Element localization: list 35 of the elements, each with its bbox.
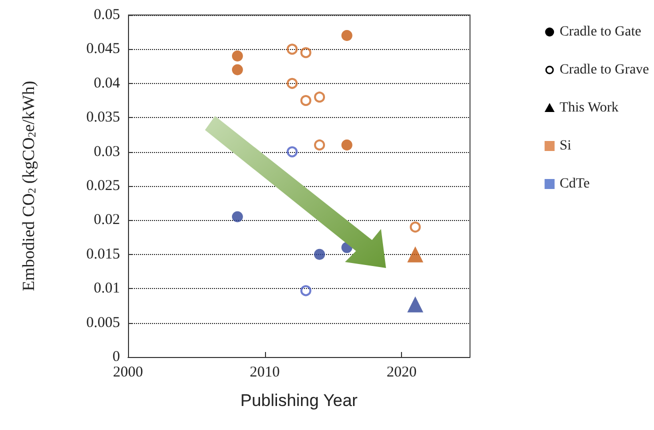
- y-tick-label: 0.02: [94, 212, 120, 228]
- y-tick-label: 0.04: [94, 75, 120, 92]
- y-tick-label: 0.01: [94, 280, 120, 297]
- point: [300, 47, 312, 58]
- point: [232, 50, 243, 62]
- text: Cradle to Gate: [560, 24, 642, 40]
- legend-label: CdTe: [560, 176, 590, 192]
- point: [286, 44, 298, 55]
- point: [341, 139, 352, 150]
- legend-label: Si: [560, 138, 572, 154]
- y-tick-label: 0.035: [86, 110, 120, 126]
- text: Cradle to Grave: [560, 62, 650, 78]
- point: [300, 285, 312, 296]
- point: [341, 30, 352, 42]
- x-tick-label: 2010: [250, 364, 280, 380]
- point: [300, 95, 312, 106]
- text: This Work: [560, 100, 618, 116]
- y-tick-label: 0.015: [86, 246, 120, 262]
- point: [407, 296, 424, 312]
- y-tick-label: 0: [112, 349, 120, 365]
- y-tick-label: 0.025: [86, 178, 120, 194]
- x-tick-label: 2020: [386, 364, 417, 380]
- x-tick-label: 2000: [113, 364, 143, 380]
- point: [286, 146, 298, 158]
- y-tick-label: 0.05: [94, 7, 120, 23]
- x-axis-title: Publishing Year: [240, 391, 358, 410]
- point: [232, 64, 243, 76]
- y-axis-title: Embodied CO2 (kgCO2e/kWh): [19, 80, 38, 292]
- y-tick-label: 0.005: [86, 314, 120, 331]
- point: [286, 78, 298, 89]
- point: [314, 139, 326, 150]
- y-tick-label: 0.045: [86, 41, 120, 58]
- y-tick-label: 0.03: [94, 144, 120, 160]
- point: [410, 222, 421, 233]
- point: [314, 92, 326, 103]
